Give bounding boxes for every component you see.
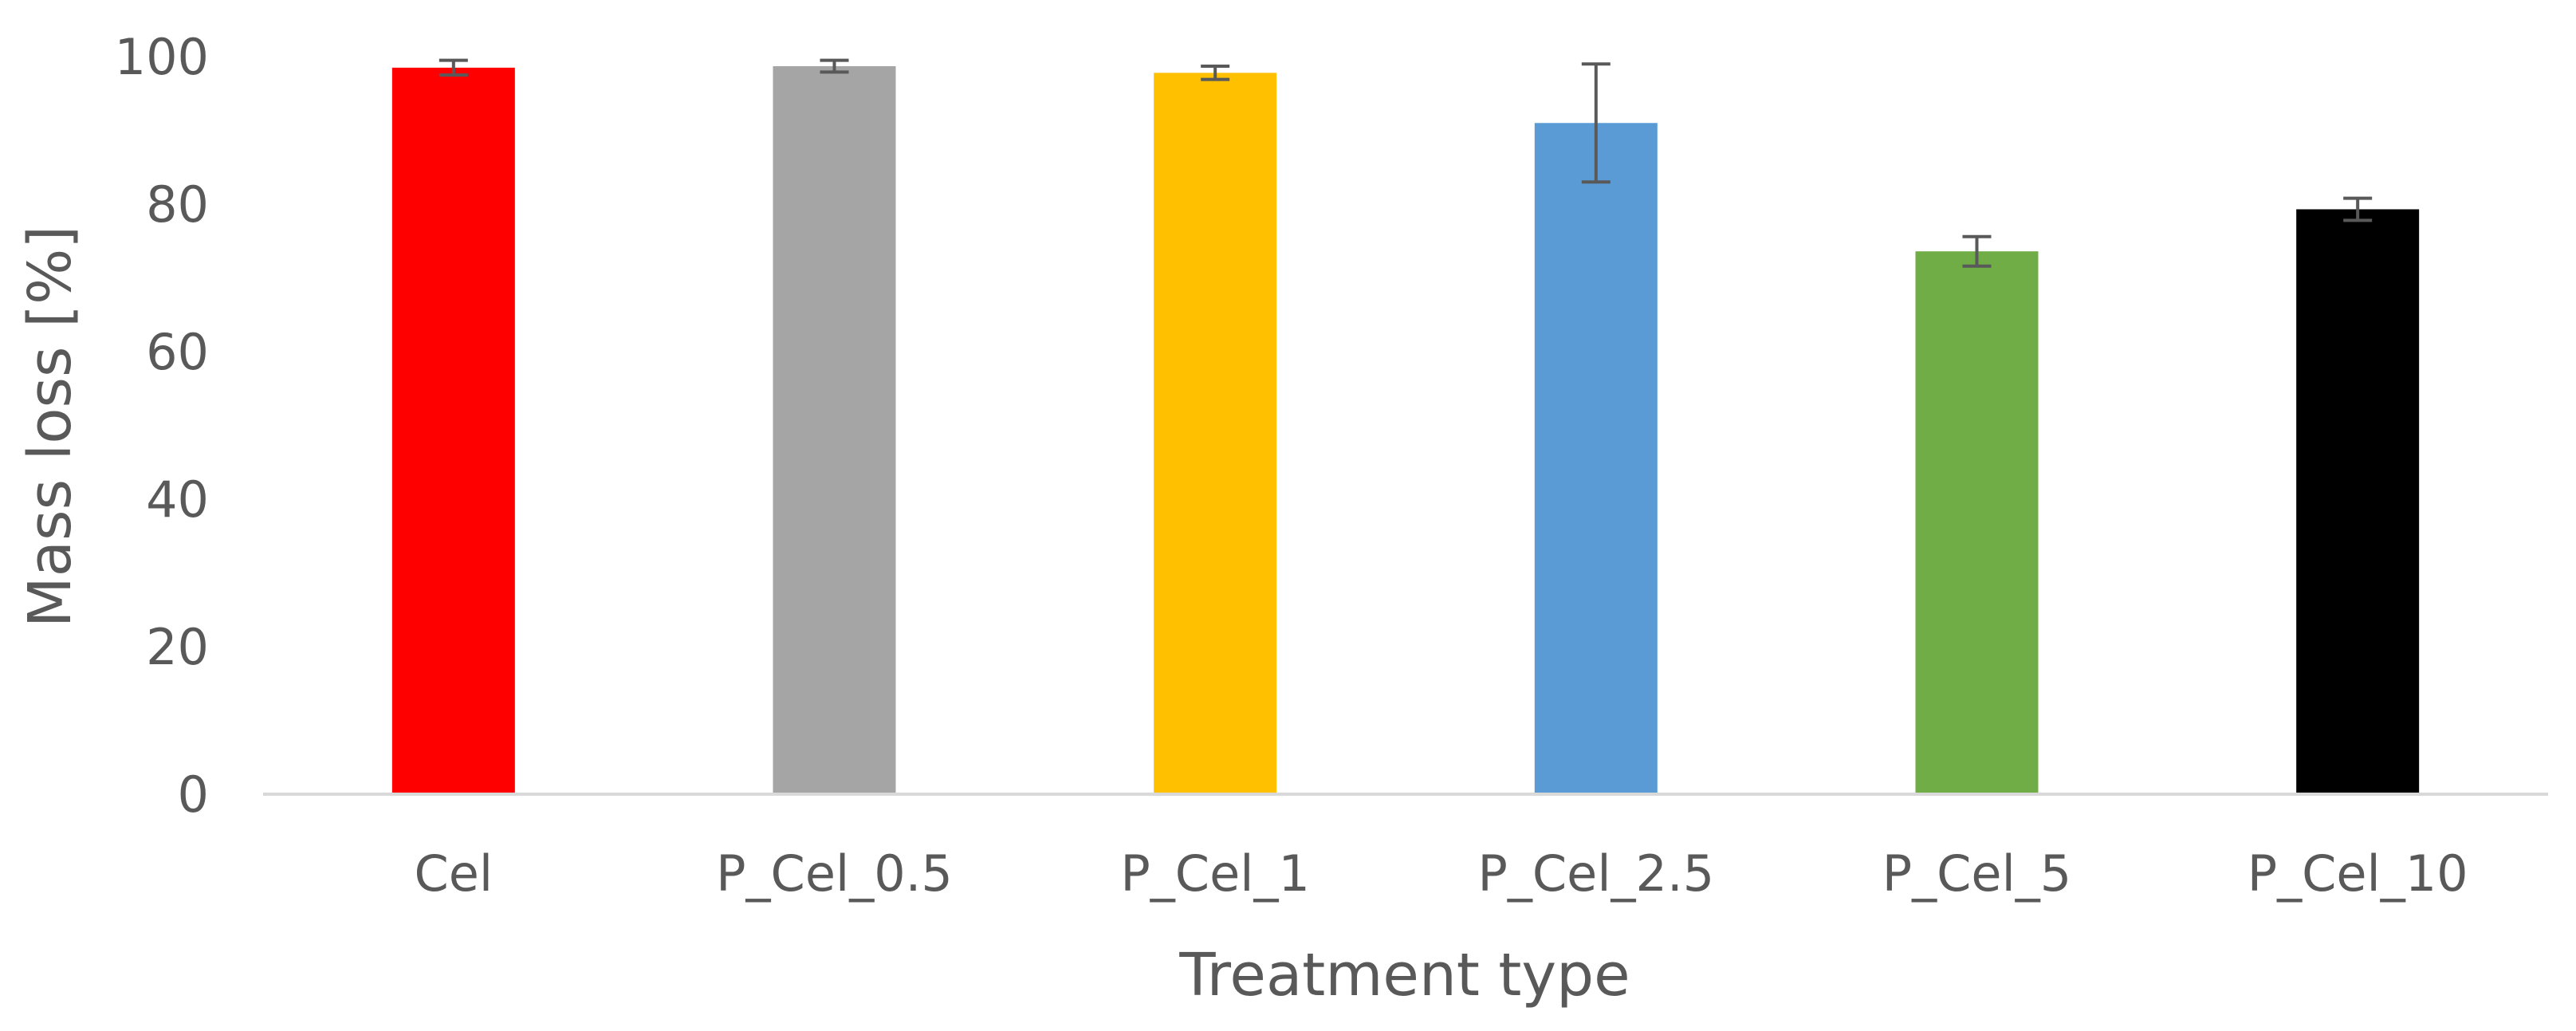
x-tick-label: P_Cel_1 <box>1120 844 1310 903</box>
bar-p-cel-0-5 <box>773 66 896 794</box>
bar-p-cel-2-5 <box>1534 123 1658 794</box>
bar-p-cel-5 <box>1915 251 2039 794</box>
x-tick-label: P_Cel_10 <box>2248 844 2468 903</box>
y-axis-ticks: 0 20 40 60 80 100 <box>115 28 209 824</box>
bar-cel <box>391 67 515 794</box>
error-bar <box>2343 196 2373 222</box>
x-tick-label: P_Cel_0.5 <box>716 844 953 903</box>
x-tick-label: Cel <box>414 844 493 903</box>
y-tick-label: 80 <box>146 175 209 234</box>
y-tick-label: 0 <box>178 765 209 824</box>
y-tick-label: 40 <box>146 470 209 529</box>
error-bar <box>439 58 468 77</box>
x-tick-label: P_Cel_2.5 <box>1478 844 1715 903</box>
error-bar <box>820 58 849 74</box>
error-bar <box>1581 62 1610 184</box>
y-tick-label: 60 <box>146 323 209 381</box>
x-axis-title: Treatment type <box>1178 941 1630 1009</box>
error-bar <box>1201 65 1230 81</box>
error-bars-group <box>439 58 2373 268</box>
y-tick-label: 100 <box>115 28 209 86</box>
y-tick-label: 20 <box>146 618 209 676</box>
x-tick-label: P_Cel_5 <box>1882 844 2072 903</box>
x-axis-tick-labels: Cel P_Cel_0.5 P_Cel_1 P_Cel_2.5 P_Cel_5 P_Cel… <box>414 844 2468 903</box>
bar-p-cel-1 <box>1154 73 1277 795</box>
y-axis-title: Mass loss [%] <box>16 226 85 628</box>
bar-p-cel-10 <box>2296 209 2420 795</box>
bars-group <box>391 66 2420 795</box>
error-bar <box>1962 234 1992 268</box>
